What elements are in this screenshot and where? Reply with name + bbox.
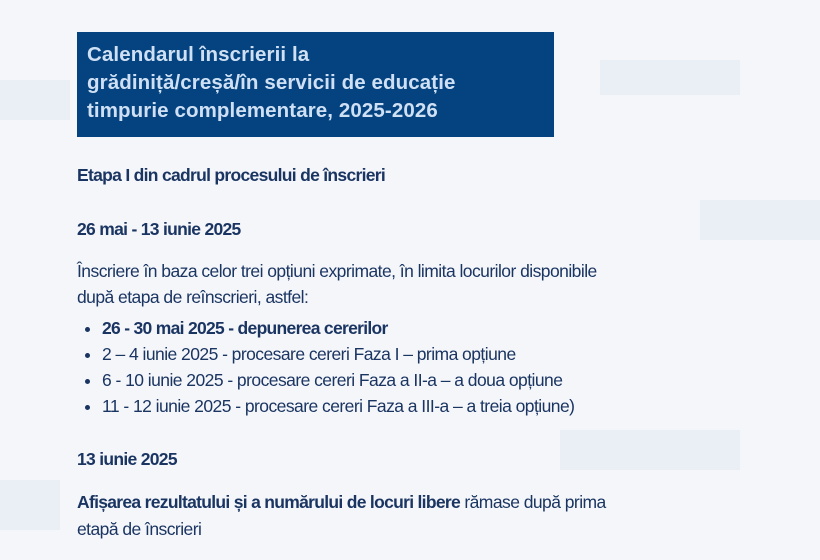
- background-block: [700, 200, 820, 240]
- bullet-item: 6 - 10 iunie 2025 - procesare cereri Faz…: [102, 367, 574, 393]
- period1-intro-line: Înscriere în baza celor trei opțiuni exp…: [77, 261, 597, 281]
- period1-date: 26 mai - 13 iunie 2025: [77, 219, 241, 239]
- period2-text-line: Afișarea rezultatului și a numărului de …: [77, 492, 606, 512]
- period2-bold-text: Afișarea rezultatului și a numărului de …: [77, 492, 461, 512]
- title-line: Calendarul înscrierii la: [87, 43, 310, 66]
- background-block: [0, 480, 60, 530]
- background-block: [0, 80, 70, 120]
- period2-text-line: etapă de înscrieri: [77, 519, 202, 539]
- title-line: grădiniță/creșă/în servicii de educație: [87, 71, 456, 94]
- title-line: timpurie complementare, 2025-2026: [87, 99, 438, 122]
- background-block: [560, 430, 740, 470]
- title-banner: Calendarul înscrierii la grădiniță/creșă…: [77, 32, 554, 137]
- bullet-item: 11 - 12 iunie 2025 - procesare cereri Fa…: [102, 393, 575, 419]
- bullet-item: 2 – 4 iunie 2025 - procesare cereri Faza…: [102, 341, 574, 367]
- stage-heading: Etapa I din cadrul procesului de înscrie…: [77, 165, 386, 185]
- period1-bullet-list: 26 - 30 mai 2025 - depunerea cererilor 2…: [77, 315, 575, 419]
- background-block: [600, 60, 740, 95]
- period2-date: 13 iunie 2025: [77, 449, 178, 469]
- period1-intro-line: după etapa de reînscrieri, astfel:: [77, 287, 309, 307]
- bullet-item: 26 - 30 mai 2025 - depunerea cererilor: [102, 315, 574, 341]
